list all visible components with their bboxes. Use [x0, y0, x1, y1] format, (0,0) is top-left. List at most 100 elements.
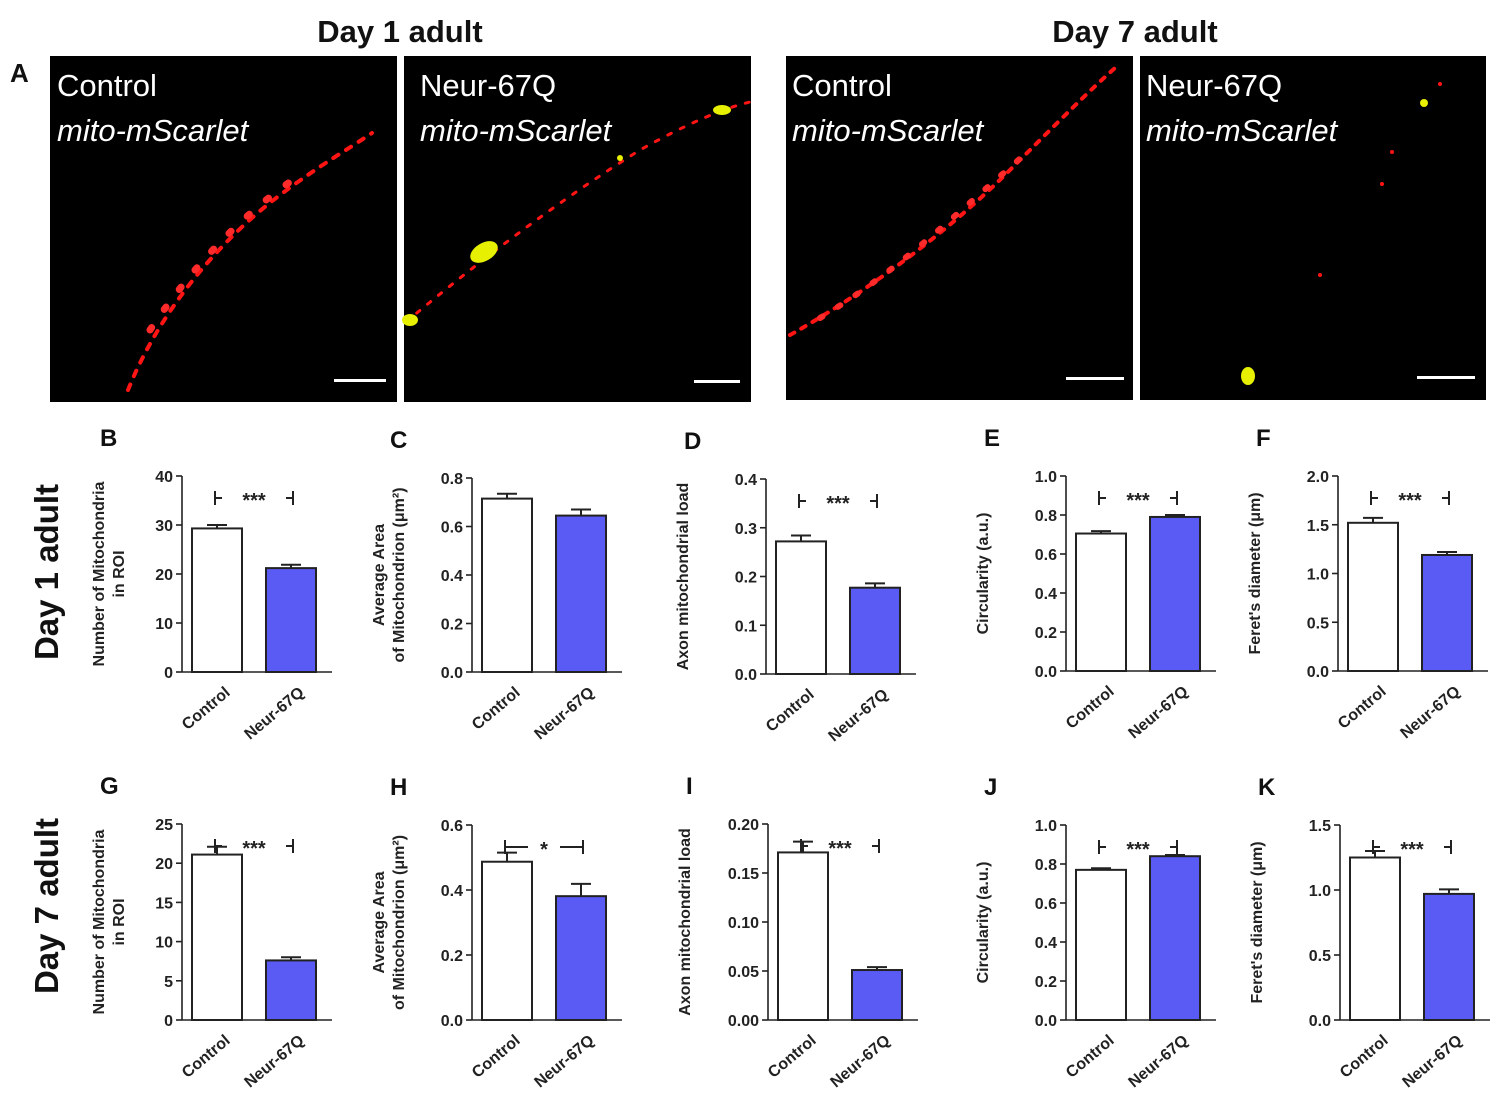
- y-tick-label: 25: [155, 817, 173, 834]
- y-axis-label: Feret's diameter (μm): [1247, 492, 1264, 654]
- y-tick-label: 0.0: [441, 1013, 463, 1030]
- panel-letter: D: [684, 428, 701, 455]
- y-tick-label: 10: [155, 616, 173, 633]
- micrograph-marker-label: mito-mScarlet: [792, 113, 985, 148]
- y-tick-label: 20: [155, 567, 173, 584]
- bar-control: [481, 497, 533, 673]
- y-tick-label: 0.0: [1035, 1013, 1057, 1030]
- bar-neur-67q: [1423, 892, 1475, 1022]
- x-category-label: Neur-67Q: [1125, 1032, 1191, 1091]
- bar-control: [191, 527, 243, 673]
- y-tick-label: 10: [155, 935, 173, 952]
- y-tick-label: 0.8: [1035, 508, 1057, 525]
- significance-label: ***: [1126, 839, 1150, 861]
- y-axis-label: Average Area: [371, 524, 388, 626]
- x-category-label: Control: [763, 686, 817, 736]
- y-tick-label: 0.3: [735, 521, 757, 538]
- chart-panel-f: F 0.0 0.5 1.0 1.5 2.0 Feret's diameter (μm) Con…: [1247, 425, 1488, 742]
- panel-letter: I: [686, 773, 693, 800]
- bar-neur-67q: [265, 959, 317, 1022]
- panel-letter: G: [100, 773, 119, 800]
- y-tick-label: 0.00: [728, 1013, 759, 1030]
- bar-control: [1075, 868, 1127, 1021]
- x-category-label: Neur-67Q: [827, 1032, 893, 1091]
- y-tick-label: 0.2: [441, 948, 463, 965]
- y-tick-label: 5: [164, 974, 173, 991]
- y-axis-label: Feret's diameter (μm): [1249, 841, 1266, 1003]
- x-category-label: Neur-67Q: [825, 686, 891, 745]
- x-category-label: Control: [179, 684, 233, 734]
- y-tick-label: 1.0: [1035, 469, 1057, 486]
- x-category-label: Control: [765, 1032, 819, 1082]
- y-tick-label: 0.15: [728, 866, 759, 883]
- panel-letter: B: [100, 425, 117, 452]
- y-tick-label: 0: [164, 665, 173, 682]
- y-tick-label: 0.0: [1035, 664, 1057, 681]
- scale-bar: [334, 379, 386, 382]
- significance-label: ***: [828, 838, 852, 860]
- x-category-label: Control: [469, 1032, 523, 1082]
- y-axis-label: Number of Mitochondria: [91, 481, 108, 666]
- significance-label: ***: [1400, 839, 1424, 861]
- chart-panel-b: B 0 10 20 30 40 Number of Mitochondria in ROI Co…: [91, 425, 332, 743]
- micrograph-group-label: Neur-67Q: [1146, 68, 1282, 103]
- y-axis-label: Axon mitochondrial load: [677, 828, 694, 1016]
- y-tick-label: 0.6: [441, 520, 463, 537]
- y-axis-label: in ROI: [111, 550, 128, 597]
- micrograph-day1-neur67q: Neur-67Q mito-mScarlet: [402, 56, 752, 402]
- x-category-label: Neur-67Q: [531, 1032, 597, 1091]
- x-category-label: Control: [1063, 683, 1117, 733]
- significance-label: ***: [242, 490, 266, 512]
- scale-bar: [1066, 377, 1124, 380]
- chart-panel-c: C 0.0 0.2 0.4 0.6 0.8 Average Area of Mitochond…: [371, 427, 622, 743]
- chart-panel-e: E 0.0 0.2 0.4 0.6 0.8 1.0 Circularity (a.u.) Con…: [975, 425, 1216, 742]
- y-tick-label: 0.0: [441, 665, 463, 682]
- y-tick-label: 0.2: [1035, 625, 1057, 642]
- y-tick-label: 0.2: [735, 570, 757, 587]
- row-label-day7: Day 7 adult: [28, 818, 65, 994]
- panel-letter: E: [984, 425, 1000, 452]
- bar-neur-67q: [265, 567, 317, 673]
- x-category-label: Neur-67Q: [1125, 683, 1191, 742]
- y-tick-label: 0.4: [441, 568, 463, 585]
- y-axis-label: Axon mitochondrial load: [675, 483, 692, 671]
- bar-control: [1349, 856, 1401, 1021]
- panel-letter: F: [1256, 425, 1271, 452]
- y-tick-label: 30: [155, 518, 173, 535]
- heading-day1: Day 1 adult: [317, 14, 482, 49]
- y-axis-label: Circularity (a.u.): [975, 513, 992, 635]
- micrograph-marker-label: mito-mScarlet: [420, 113, 613, 148]
- bar-neur-67q: [1149, 515, 1201, 673]
- y-tick-label: 20: [155, 856, 173, 873]
- scale-bar: [694, 380, 740, 383]
- chart-panel-g: G 0 5 10 15 20 25 Number of Mitochondria in ROI C…: [91, 773, 332, 1091]
- y-tick-label: 1.0: [1309, 883, 1331, 900]
- significance-label: *: [540, 839, 548, 861]
- micrograph-marker-label: mito-mScarlet: [57, 113, 250, 148]
- y-tick-label: 0.0: [735, 667, 757, 684]
- y-tick-label: 0.4: [1035, 935, 1057, 952]
- x-category-label: Control: [1337, 1032, 1391, 1082]
- panel-letter: K: [1258, 774, 1276, 801]
- micrograph-day7-control: Control mito-mScarlet: [786, 56, 1133, 400]
- significance-label: ***: [826, 493, 850, 515]
- y-tick-label: 0.2: [1035, 974, 1057, 991]
- bar-control: [777, 851, 829, 1021]
- panel-letter: J: [984, 774, 997, 801]
- y-tick-label: 0.20: [728, 817, 759, 834]
- x-category-label: Neur-67Q: [241, 684, 307, 743]
- y-axis-label: Circularity (a.u.): [975, 862, 992, 984]
- chart-panel-j: J 0.0 0.2 0.4 0.6 0.8 1.0 Circularity (a.u.) Con…: [975, 774, 1216, 1091]
- y-tick-label: 0.4: [441, 883, 463, 900]
- x-category-label: Neur-67Q: [531, 684, 597, 743]
- y-tick-label: 0.2: [441, 617, 463, 634]
- y-tick-label: 40: [155, 469, 173, 486]
- bar-control: [1347, 521, 1399, 672]
- micrograph-group-label: Control: [792, 68, 892, 103]
- y-tick-label: 1.0: [1307, 567, 1329, 584]
- chart-panel-h: H 0.0 0.2 0.4 0.6 Average Area of Mitochondrio…: [371, 774, 622, 1091]
- bar-neur-67q: [1421, 553, 1473, 672]
- y-tick-label: 0.8: [1035, 857, 1057, 874]
- x-category-label: Neur-67Q: [1399, 1032, 1465, 1091]
